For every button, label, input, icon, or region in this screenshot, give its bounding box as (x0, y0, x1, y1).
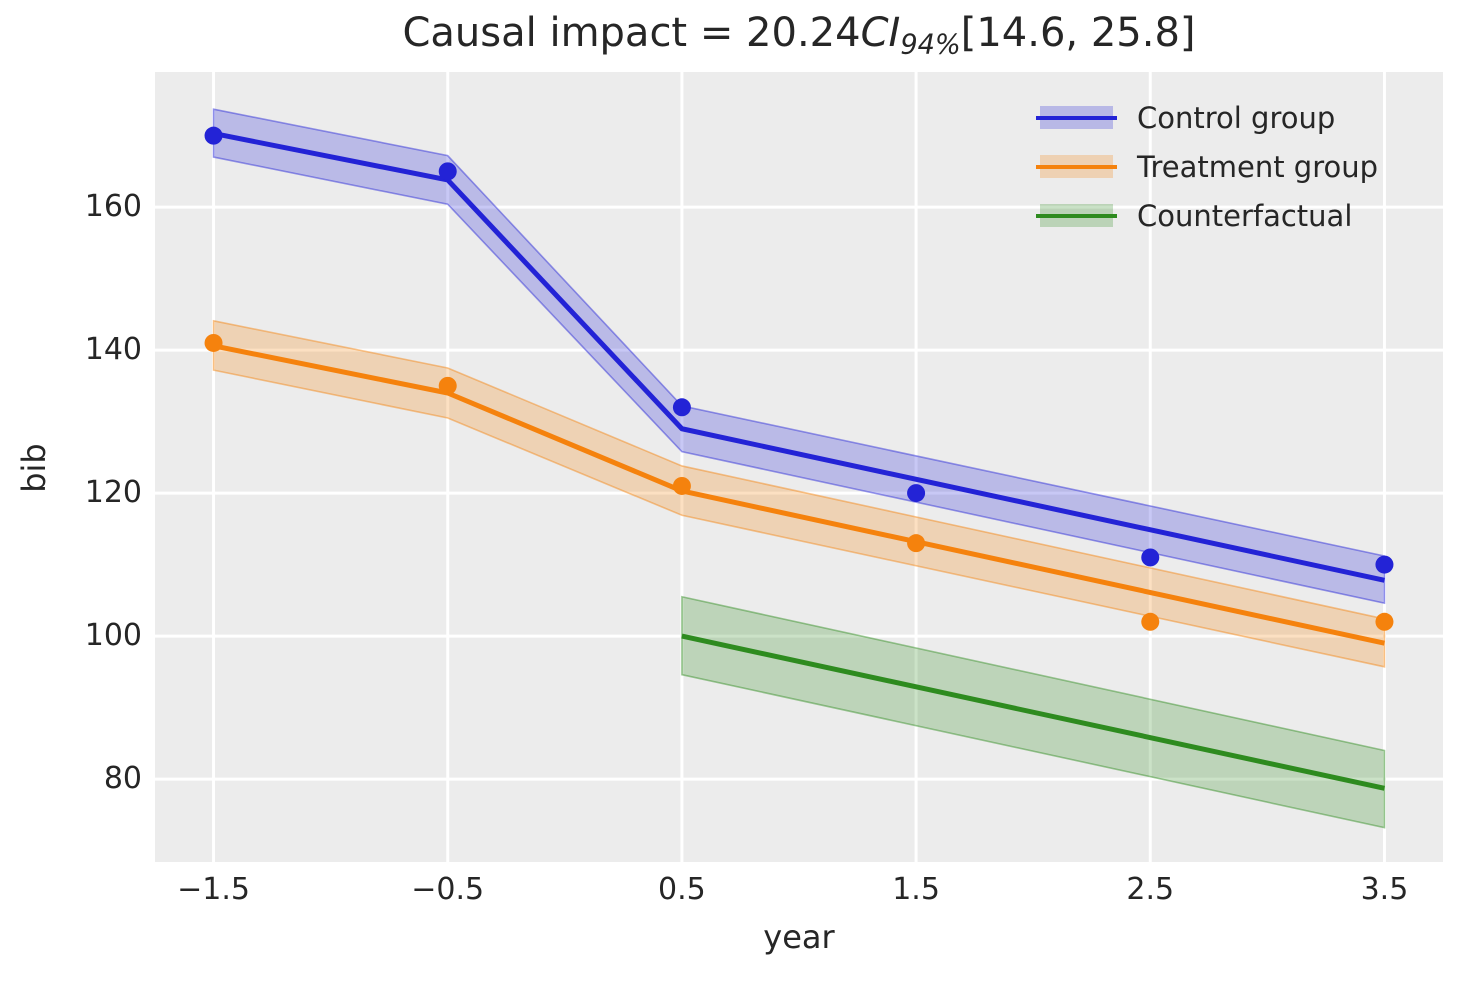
y-tick-label: 80 (103, 761, 142, 797)
legend-label: Control group (1137, 100, 1336, 135)
fit-line-control-group (213, 131, 1385, 583)
plot-background (155, 72, 1443, 862)
data-point-treatment-group (1375, 612, 1394, 631)
legend-swatch-icon (1036, 204, 1117, 227)
chart-title: Causal impact = 20.24CI94%[14.6, 25.8] (155, 8, 1443, 71)
data-point-control-group (204, 126, 223, 145)
x-tick-label: 2.5 (1126, 872, 1175, 907)
data-point-treatment-group (907, 534, 926, 553)
legend-item-treatment-group: Treatment group (1036, 142, 1379, 191)
data-point-control-group (1141, 548, 1160, 567)
title-ci: CI (860, 10, 901, 56)
x-axis-label: year (763, 918, 835, 956)
legend-label: Treatment group (1137, 149, 1379, 184)
data-point-treatment-group (672, 476, 691, 495)
legend-item-counterfactual: Counterfactual (1036, 191, 1378, 240)
legend-swatch-icon (1036, 155, 1117, 178)
x-tick-label: 3.5 (1360, 872, 1409, 907)
legend-swatch-icon (1036, 106, 1117, 129)
data-point-control-group (672, 398, 691, 417)
x-tick-label: 0.5 (658, 872, 706, 907)
ci-band-control-group (212, 108, 1386, 605)
y-tick-label: 140 (84, 332, 142, 368)
data-point-control-group (438, 162, 457, 181)
legend-item-control-group: Control group (1036, 93, 1378, 142)
y-tick-label: 120 (84, 475, 142, 511)
y-tick-label: 100 (84, 618, 142, 654)
fit-line-counterfactual (681, 633, 1385, 791)
x-tick-label: −0.5 (411, 872, 485, 907)
title-prefix: Causal impact = 20.24 (402, 10, 861, 56)
y-tick-label: 160 (84, 189, 142, 225)
legend-label: Counterfactual (1137, 198, 1353, 233)
x-tick-label: 1.5 (892, 872, 940, 907)
fit-line-treatment-group (213, 343, 1385, 646)
data-point-control-group (907, 484, 926, 503)
data-point-control-group (1375, 555, 1394, 574)
x-tick-label: −1.5 (177, 872, 250, 907)
title-interval: [14.6, 25.8] (960, 10, 1196, 56)
legend: Control group Treatment group Counterfactu… (1036, 93, 1379, 240)
data-point-treatment-group (1141, 612, 1160, 631)
title-ci-subscript: 94% (900, 29, 961, 61)
data-point-treatment-group (204, 333, 223, 352)
data-point-treatment-group (438, 376, 457, 395)
